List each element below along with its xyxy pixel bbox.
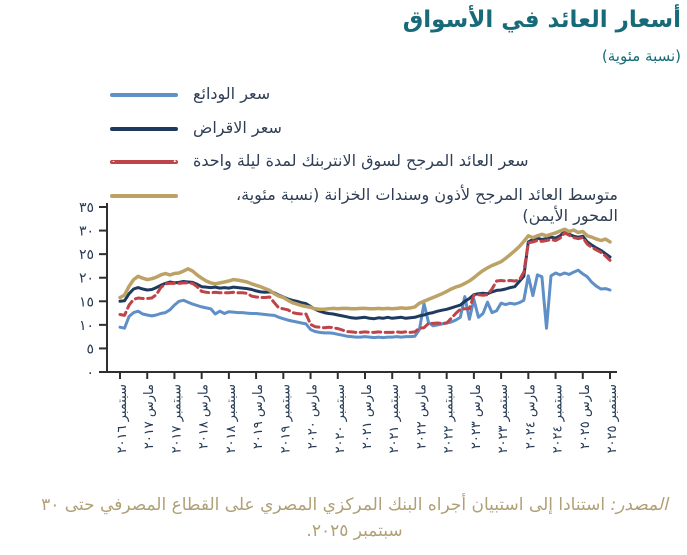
x-tick-label: سبتمبر ٢٠٢١ — [387, 384, 402, 453]
y-tick-label: ٣٠ — [79, 224, 94, 240]
y-tick-label: ١٠ — [79, 318, 94, 334]
source-note: المصدر: استنادا إلى استبيان أجراه البنك … — [30, 493, 679, 544]
x-tick-label: سبتمبر ٢٠٢٥ — [605, 384, 620, 453]
x-tick-label: مارس ٢٠٢١ — [360, 384, 375, 449]
legend-label-treasury-yield: متوسط العائد المرجح لأذون وسندات الخزانة… — [235, 184, 618, 226]
legend-item-treasury-yield: متوسط العائد المرجح لأذون وسندات الخزانة… — [110, 184, 650, 227]
legend-item-lending-rate: سعر الاقراض — [110, 117, 650, 139]
y-tick-label: ٢٠ — [79, 271, 94, 287]
chart-subtitle-units: (نسبة مئوية) — [601, 47, 681, 65]
y-tick-label: ٠ — [86, 365, 94, 381]
x-tick-label: سبتمبر ٢٠٢٢ — [442, 384, 457, 453]
x-tick-label: مارس ٢٠١٩ — [251, 384, 266, 449]
legend: سعر الودائع سعر الاقراض سعر العائد المرج… — [110, 83, 650, 227]
x-tick-label: سبتمبر ٢٠٢٠ — [333, 384, 348, 453]
y-tick-label: ٢٥ — [79, 247, 94, 263]
x-tick-label: سبتمبر ٢٠٢٤ — [551, 384, 566, 453]
x-tick-label: سبتمبر ٢٠١٩ — [278, 384, 293, 453]
chart-title: أسعار العائد في الأسواق — [402, 7, 681, 33]
x-tick-label: سبتمبر ٢٠١٨ — [224, 384, 239, 453]
x-tick-label: مارس ٢٠٢٢ — [414, 384, 429, 449]
legend-label-lending-rate: سعر الاقراض — [193, 117, 282, 137]
treasury-yield-line-swatch — [110, 193, 178, 198]
source-text: استنادا إلى استبيان أجراه البنك المركزي … — [41, 495, 611, 541]
x-tick-label: مارس ٢٠٢٣ — [469, 384, 484, 449]
x-tick-label: مارس ٢٠١٧ — [142, 384, 157, 449]
legend-item-deposit-rate: سعر الودائع — [110, 83, 650, 105]
x-tick-label: سبتمبر ٢٠١٦ — [115, 384, 130, 453]
series-line-treasury — [118, 227, 612, 312]
x-tick-label: سبتمبر ٢٠٢٣ — [496, 384, 511, 453]
deposit-rate-line-swatch — [110, 93, 178, 97]
chart-axes — [106, 203, 617, 373]
interbank-rate-dashed-line-swatch — [110, 160, 178, 165]
x-tick-label: مارس ٢٠٢٥ — [578, 384, 593, 449]
y-tick-label: ٥ — [86, 341, 94, 357]
lending-rate-line-swatch — [110, 126, 178, 131]
series-line-interbank — [118, 231, 612, 334]
x-tick-label: سبتمبر ٢٠١٧ — [169, 384, 184, 453]
y-tick-label: ١٥ — [79, 294, 94, 310]
legend-label-interbank-rate: سعر العائد المرجح لسوق الانتربنك لمدة لي… — [193, 151, 529, 171]
x-tick-label: مارس ٢٠١٨ — [197, 384, 212, 449]
x-tick-label: مارس ٢٠٢٠ — [306, 384, 321, 449]
series-line-deposit — [118, 268, 612, 340]
y-tick-label: ٣٥ — [79, 200, 94, 216]
legend-item-interbank-overnight-rate: سعر العائد المرجح لسوق الانتربنك لمدة لي… — [110, 150, 650, 172]
source-prefix: المصدر: — [610, 495, 668, 515]
legend-label-deposit-rate: سعر الودائع — [193, 84, 271, 103]
x-tick-label: مارس ٢٠٢٤ — [523, 384, 538, 449]
